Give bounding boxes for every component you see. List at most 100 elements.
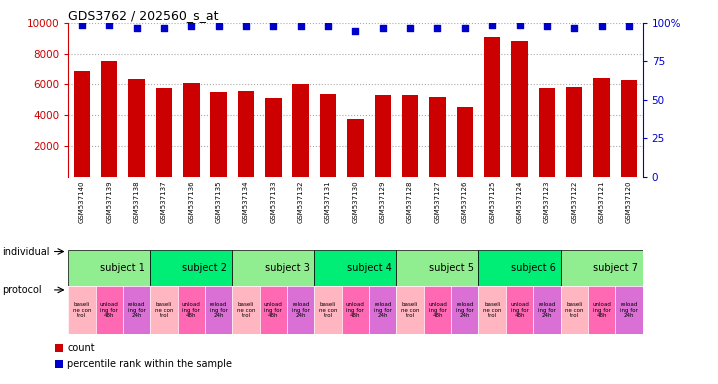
Bar bbox=[457, 107, 473, 177]
Text: GSM537130: GSM537130 bbox=[353, 180, 358, 223]
Bar bbox=[478, 250, 561, 286]
Text: GSM537125: GSM537125 bbox=[489, 180, 495, 223]
Bar bbox=[233, 250, 314, 286]
Point bbox=[569, 25, 580, 31]
Bar bbox=[150, 250, 233, 286]
Point bbox=[596, 23, 607, 29]
Bar bbox=[588, 286, 615, 334]
Text: reload
ing for
24h: reload ing for 24h bbox=[456, 302, 474, 318]
Text: protocol: protocol bbox=[2, 285, 42, 295]
Text: GDS3762 / 202560_s_at: GDS3762 / 202560_s_at bbox=[68, 9, 219, 22]
Point bbox=[158, 25, 169, 31]
Bar bbox=[74, 71, 90, 177]
Bar bbox=[101, 61, 118, 177]
Point bbox=[541, 23, 553, 29]
Bar bbox=[68, 250, 150, 286]
Bar bbox=[292, 84, 309, 177]
Point bbox=[213, 23, 225, 29]
Text: GSM537137: GSM537137 bbox=[161, 180, 167, 223]
Bar bbox=[348, 119, 363, 177]
Bar bbox=[424, 286, 451, 334]
Text: percentile rank within the sample: percentile rank within the sample bbox=[67, 359, 232, 369]
Point bbox=[241, 23, 252, 29]
Bar bbox=[55, 344, 63, 352]
Point bbox=[350, 28, 361, 34]
Bar bbox=[233, 286, 260, 334]
Text: GSM537134: GSM537134 bbox=[243, 180, 249, 223]
Bar bbox=[615, 286, 643, 334]
Point bbox=[185, 23, 197, 29]
Text: subject 6: subject 6 bbox=[510, 263, 556, 273]
Bar bbox=[183, 83, 200, 177]
Point bbox=[103, 22, 115, 28]
Text: reload
ing for
24h: reload ing for 24h bbox=[374, 302, 392, 318]
Bar bbox=[593, 78, 610, 177]
Bar bbox=[156, 88, 172, 177]
Point bbox=[404, 25, 416, 31]
Point bbox=[322, 23, 334, 29]
Text: reload
ing for
24h: reload ing for 24h bbox=[538, 302, 556, 318]
Bar bbox=[205, 286, 233, 334]
Text: subject 5: subject 5 bbox=[429, 263, 474, 273]
Text: GSM537121: GSM537121 bbox=[599, 180, 605, 223]
Bar bbox=[396, 250, 478, 286]
Text: GSM537124: GSM537124 bbox=[516, 180, 523, 223]
Text: GSM537140: GSM537140 bbox=[79, 180, 85, 223]
Bar bbox=[533, 286, 561, 334]
Point bbox=[623, 23, 635, 29]
Bar bbox=[129, 79, 145, 177]
Text: baseli
ne con
trol: baseli ne con trol bbox=[319, 302, 337, 318]
Bar bbox=[451, 286, 478, 334]
Bar bbox=[506, 286, 533, 334]
Bar bbox=[369, 286, 396, 334]
Text: count: count bbox=[67, 343, 95, 353]
Text: GSM537128: GSM537128 bbox=[407, 180, 413, 223]
Text: subject 3: subject 3 bbox=[265, 263, 309, 273]
Bar bbox=[265, 98, 281, 177]
Bar bbox=[342, 286, 369, 334]
Bar bbox=[375, 95, 391, 177]
Bar bbox=[566, 87, 582, 177]
Text: unload
ing for
48h: unload ing for 48h bbox=[182, 302, 201, 318]
Text: GSM537123: GSM537123 bbox=[544, 180, 550, 223]
Text: reload
ing for
24h: reload ing for 24h bbox=[620, 302, 638, 318]
Bar bbox=[320, 94, 336, 177]
Point bbox=[268, 23, 279, 29]
Text: GSM537122: GSM537122 bbox=[572, 180, 577, 223]
Bar bbox=[402, 95, 419, 177]
Text: GSM537138: GSM537138 bbox=[134, 180, 139, 223]
Text: baseli
ne con
trol: baseli ne con trol bbox=[483, 302, 501, 318]
Text: subject 4: subject 4 bbox=[347, 263, 391, 273]
Text: GSM537129: GSM537129 bbox=[380, 180, 386, 223]
Bar bbox=[210, 92, 227, 177]
Text: subject 7: subject 7 bbox=[593, 263, 638, 273]
Bar bbox=[68, 286, 95, 334]
Text: reload
ing for
24h: reload ing for 24h bbox=[128, 302, 146, 318]
Bar bbox=[287, 286, 314, 334]
Bar bbox=[314, 286, 342, 334]
Text: GSM537135: GSM537135 bbox=[215, 180, 222, 223]
Point bbox=[377, 25, 388, 31]
Text: baseli
ne con
trol: baseli ne con trol bbox=[237, 302, 256, 318]
Text: reload
ing for
24h: reload ing for 24h bbox=[292, 302, 309, 318]
Bar bbox=[538, 88, 555, 177]
Bar bbox=[484, 37, 500, 177]
Text: GSM537133: GSM537133 bbox=[271, 180, 276, 223]
Point bbox=[295, 23, 307, 29]
Point bbox=[486, 22, 498, 28]
Text: baseli
ne con
trol: baseli ne con trol bbox=[154, 302, 173, 318]
Text: individual: individual bbox=[2, 247, 50, 257]
Bar bbox=[621, 80, 637, 177]
Bar bbox=[561, 250, 643, 286]
Point bbox=[432, 25, 443, 31]
Bar bbox=[314, 250, 396, 286]
Text: unload
ing for
48h: unload ing for 48h bbox=[346, 302, 365, 318]
Text: GSM537131: GSM537131 bbox=[325, 180, 331, 223]
Text: GSM537132: GSM537132 bbox=[298, 180, 304, 223]
Point bbox=[459, 25, 470, 31]
Bar bbox=[123, 286, 150, 334]
Bar bbox=[55, 360, 63, 368]
Text: GSM537120: GSM537120 bbox=[626, 180, 632, 223]
Text: unload
ing for
48h: unload ing for 48h bbox=[100, 302, 118, 318]
Bar bbox=[429, 97, 446, 177]
